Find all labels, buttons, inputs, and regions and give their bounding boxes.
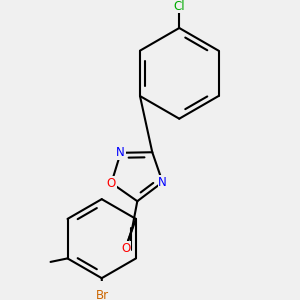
Text: Br: Br (96, 289, 109, 300)
Text: O: O (121, 242, 130, 254)
Text: N: N (158, 176, 167, 189)
Text: N: N (116, 146, 125, 159)
Text: O: O (107, 177, 116, 190)
Text: Cl: Cl (173, 0, 185, 13)
